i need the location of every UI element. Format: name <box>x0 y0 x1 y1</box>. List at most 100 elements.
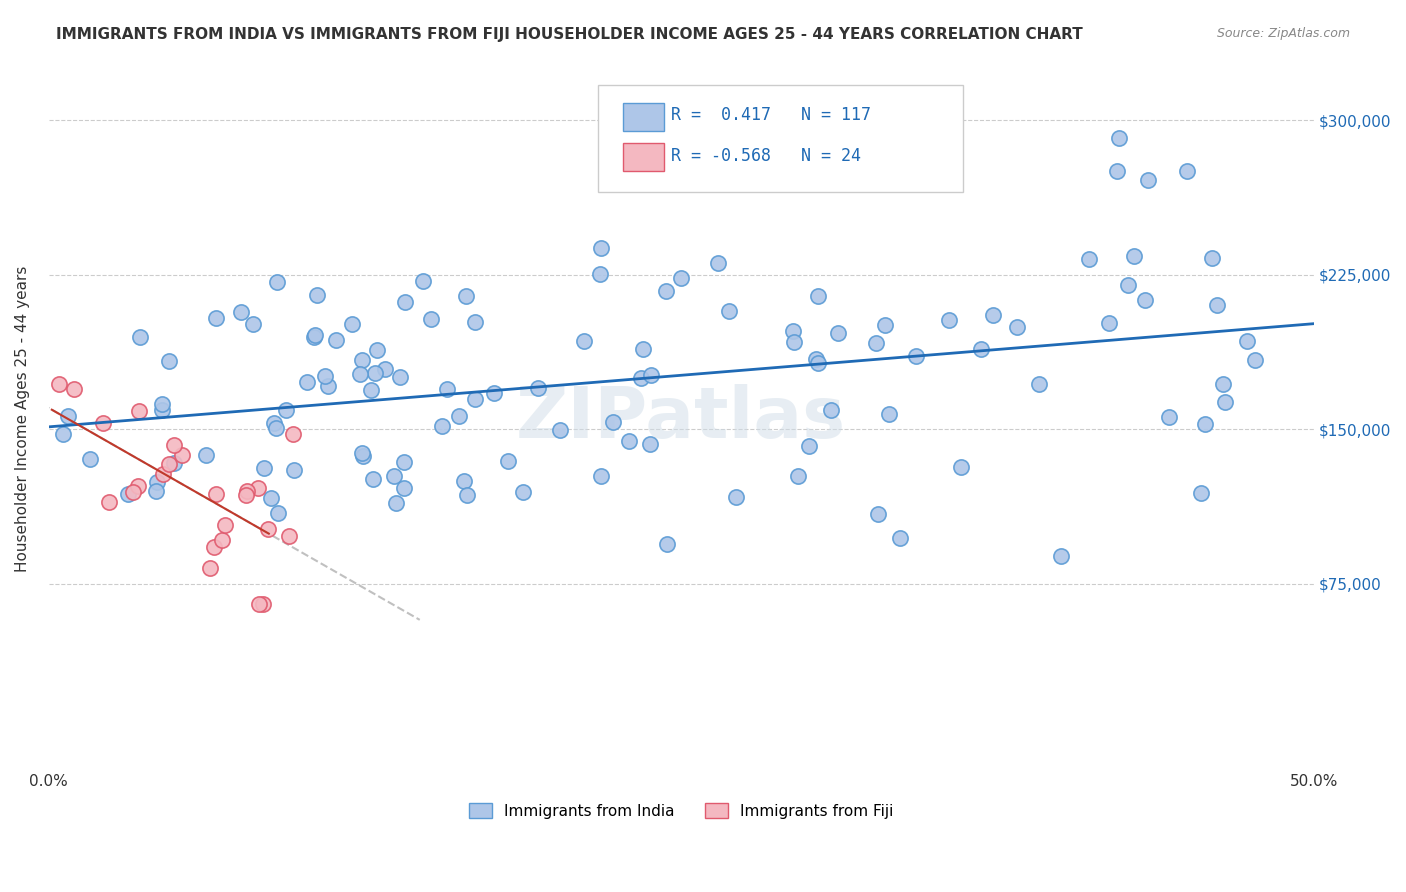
Point <box>589 468 612 483</box>
Point <box>1007 319 1029 334</box>
Point <box>263 416 285 430</box>
Point <box>630 371 652 385</box>
Point <box>48 376 70 391</box>
Point <box>283 463 305 477</box>
Point <box>1215 395 1237 409</box>
Point <box>127 479 149 493</box>
Point <box>820 403 842 417</box>
Point <box>385 496 408 510</box>
Point <box>548 423 571 437</box>
Point <box>352 352 374 367</box>
Point <box>512 484 534 499</box>
Point <box>453 474 475 488</box>
Point <box>283 427 305 442</box>
Point <box>276 403 298 417</box>
Point <box>1212 376 1234 391</box>
Point <box>938 313 960 327</box>
Point <box>1194 417 1216 432</box>
Point <box>799 439 821 453</box>
Point <box>527 381 550 395</box>
Point <box>150 402 173 417</box>
Point <box>361 472 384 486</box>
Point <box>162 438 184 452</box>
Point <box>307 288 329 302</box>
Point <box>868 507 890 521</box>
Point <box>392 481 415 495</box>
Point <box>827 326 849 341</box>
Point <box>447 409 470 424</box>
Point <box>807 289 830 303</box>
Point <box>150 396 173 410</box>
Point <box>202 540 225 554</box>
Point <box>707 256 730 270</box>
Point <box>1123 249 1146 263</box>
Point <box>252 598 274 612</box>
Point <box>63 383 86 397</box>
Point <box>253 460 276 475</box>
Point <box>1133 293 1156 307</box>
Text: IMMIGRANTS FROM INDIA VS IMMIGRANTS FROM FIJI HOUSEHOLDER INCOME AGES 25 - 44 YE: IMMIGRANTS FROM INDIA VS IMMIGRANTS FROM… <box>56 27 1083 42</box>
Point <box>146 475 169 489</box>
Point <box>297 376 319 390</box>
Point <box>360 383 382 397</box>
Point <box>349 367 371 381</box>
Point <box>806 351 828 366</box>
Point <box>464 315 486 329</box>
Text: Source: ZipAtlas.com: Source: ZipAtlas.com <box>1216 27 1350 40</box>
Point <box>302 330 325 344</box>
Point <box>484 385 506 400</box>
Point <box>211 533 233 547</box>
Point <box>1098 316 1121 330</box>
Point <box>257 522 280 536</box>
Point <box>1108 131 1130 145</box>
Point <box>91 416 114 430</box>
Point <box>247 597 270 611</box>
Point <box>374 361 396 376</box>
Point <box>340 317 363 331</box>
Point <box>247 481 270 495</box>
Point <box>170 448 193 462</box>
Point <box>655 537 678 551</box>
Point <box>198 561 221 575</box>
Text: ZIPatlas: ZIPatlas <box>516 384 846 453</box>
Point <box>1078 252 1101 267</box>
Point <box>1116 278 1139 293</box>
Point <box>1201 252 1223 266</box>
Point <box>970 342 993 356</box>
Text: R =  0.417   N = 117: R = 0.417 N = 117 <box>671 106 870 124</box>
Point <box>231 305 253 319</box>
Point <box>163 456 186 470</box>
Point <box>205 487 228 501</box>
Point <box>242 317 264 331</box>
Point <box>865 336 887 351</box>
Point <box>879 407 901 421</box>
Point <box>117 487 139 501</box>
Point <box>420 312 443 326</box>
Point <box>671 271 693 285</box>
Point <box>195 448 218 462</box>
Point <box>352 449 374 463</box>
Point <box>949 460 972 475</box>
Point <box>214 517 236 532</box>
Point <box>574 334 596 349</box>
Point <box>325 333 347 347</box>
Point <box>456 289 478 303</box>
Point <box>364 366 387 380</box>
Point <box>889 531 911 545</box>
Point <box>430 418 453 433</box>
Point <box>456 488 478 502</box>
Point <box>366 343 388 358</box>
Point <box>304 327 326 342</box>
Point <box>638 437 661 451</box>
Point <box>783 334 806 349</box>
Point <box>718 304 741 318</box>
Point <box>152 467 174 481</box>
Point <box>389 370 412 384</box>
Point <box>314 368 336 383</box>
Point <box>588 268 610 282</box>
Point <box>128 404 150 418</box>
Point <box>655 284 678 298</box>
Point <box>129 330 152 344</box>
Point <box>267 506 290 520</box>
Point <box>875 318 897 332</box>
